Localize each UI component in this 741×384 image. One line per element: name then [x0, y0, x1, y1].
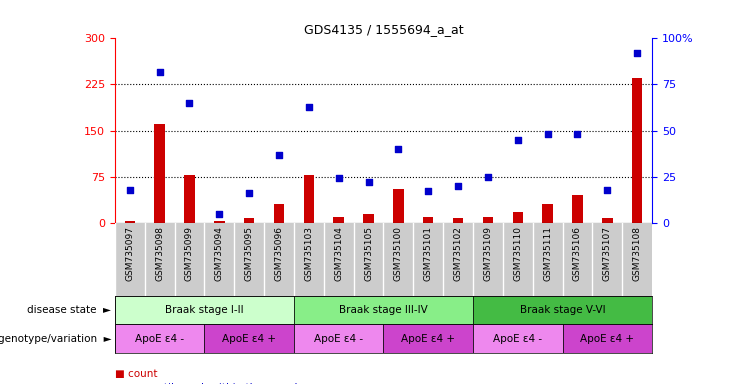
Bar: [205, 324, 294, 353]
Text: Braak stage III-IV: Braak stage III-IV: [339, 305, 428, 315]
Bar: [513, 212, 523, 223]
Point: [512, 137, 524, 143]
Point: [303, 104, 315, 110]
Bar: [482, 217, 494, 223]
Text: ApoE ε4 -: ApoE ε4 -: [494, 334, 542, 344]
Bar: [294, 296, 473, 324]
Text: GSM735102: GSM735102: [453, 227, 462, 281]
Bar: [304, 175, 314, 223]
Point: [273, 151, 285, 157]
Bar: [453, 218, 463, 223]
Text: ■ count: ■ count: [115, 369, 157, 379]
Text: GSM735105: GSM735105: [364, 227, 373, 281]
Text: GSM735106: GSM735106: [573, 227, 582, 281]
Text: GSM735101: GSM735101: [424, 227, 433, 281]
Point: [124, 187, 136, 193]
Point: [422, 188, 434, 194]
Point: [571, 131, 583, 137]
Text: disease state  ►: disease state ►: [27, 305, 111, 315]
Text: GSM735097: GSM735097: [125, 227, 134, 281]
Bar: [154, 124, 165, 223]
Title: GDS4135 / 1555694_a_at: GDS4135 / 1555694_a_at: [304, 23, 463, 36]
Text: ApoE ε4 +: ApoE ε4 +: [401, 334, 455, 344]
Text: GSM735098: GSM735098: [155, 227, 164, 281]
Bar: [115, 324, 205, 353]
Point: [631, 50, 643, 56]
Text: GSM735099: GSM735099: [185, 227, 194, 281]
Point: [452, 183, 464, 189]
Text: GSM735100: GSM735100: [394, 227, 403, 281]
Point: [333, 175, 345, 182]
Point: [393, 146, 405, 152]
Point: [243, 190, 255, 196]
Bar: [214, 221, 225, 223]
Text: ApoE ε4 +: ApoE ε4 +: [222, 334, 276, 344]
Text: GSM735096: GSM735096: [274, 227, 284, 281]
Bar: [124, 221, 135, 223]
Bar: [423, 217, 433, 223]
Bar: [333, 217, 344, 223]
Text: Braak stage I-II: Braak stage I-II: [165, 305, 244, 315]
Text: GSM735103: GSM735103: [305, 227, 313, 281]
Bar: [115, 296, 294, 324]
Bar: [185, 175, 195, 223]
Bar: [572, 195, 582, 223]
Text: GSM735104: GSM735104: [334, 227, 343, 281]
Text: ApoE ε4 -: ApoE ε4 -: [135, 334, 185, 344]
Bar: [363, 214, 373, 223]
Bar: [393, 189, 404, 223]
Text: GSM735094: GSM735094: [215, 227, 224, 281]
Bar: [384, 324, 473, 353]
Point: [153, 68, 165, 74]
Text: GSM735095: GSM735095: [245, 227, 253, 281]
Text: GSM735110: GSM735110: [514, 227, 522, 281]
Text: GSM735109: GSM735109: [483, 227, 493, 281]
Bar: [542, 204, 553, 223]
Point: [602, 187, 614, 193]
Text: ApoE ε4 -: ApoE ε4 -: [314, 334, 363, 344]
Text: Braak stage V-VI: Braak stage V-VI: [519, 305, 605, 315]
Bar: [473, 324, 562, 353]
Bar: [562, 324, 652, 353]
Text: genotype/variation  ►: genotype/variation ►: [0, 334, 111, 344]
Point: [362, 179, 374, 185]
Bar: [632, 78, 642, 223]
Point: [542, 131, 554, 137]
Text: ■ percentile rank within the sample: ■ percentile rank within the sample: [115, 383, 304, 384]
Bar: [244, 218, 254, 223]
Text: ApoE ε4 +: ApoE ε4 +: [580, 334, 634, 344]
Text: GSM735108: GSM735108: [633, 227, 642, 281]
Bar: [294, 324, 384, 353]
Point: [213, 210, 225, 217]
Text: GSM735111: GSM735111: [543, 227, 552, 281]
Bar: [602, 218, 613, 223]
Point: [184, 100, 196, 106]
Point: [482, 174, 494, 180]
Bar: [473, 296, 652, 324]
Text: GSM735107: GSM735107: [603, 227, 612, 281]
Bar: [273, 204, 285, 223]
